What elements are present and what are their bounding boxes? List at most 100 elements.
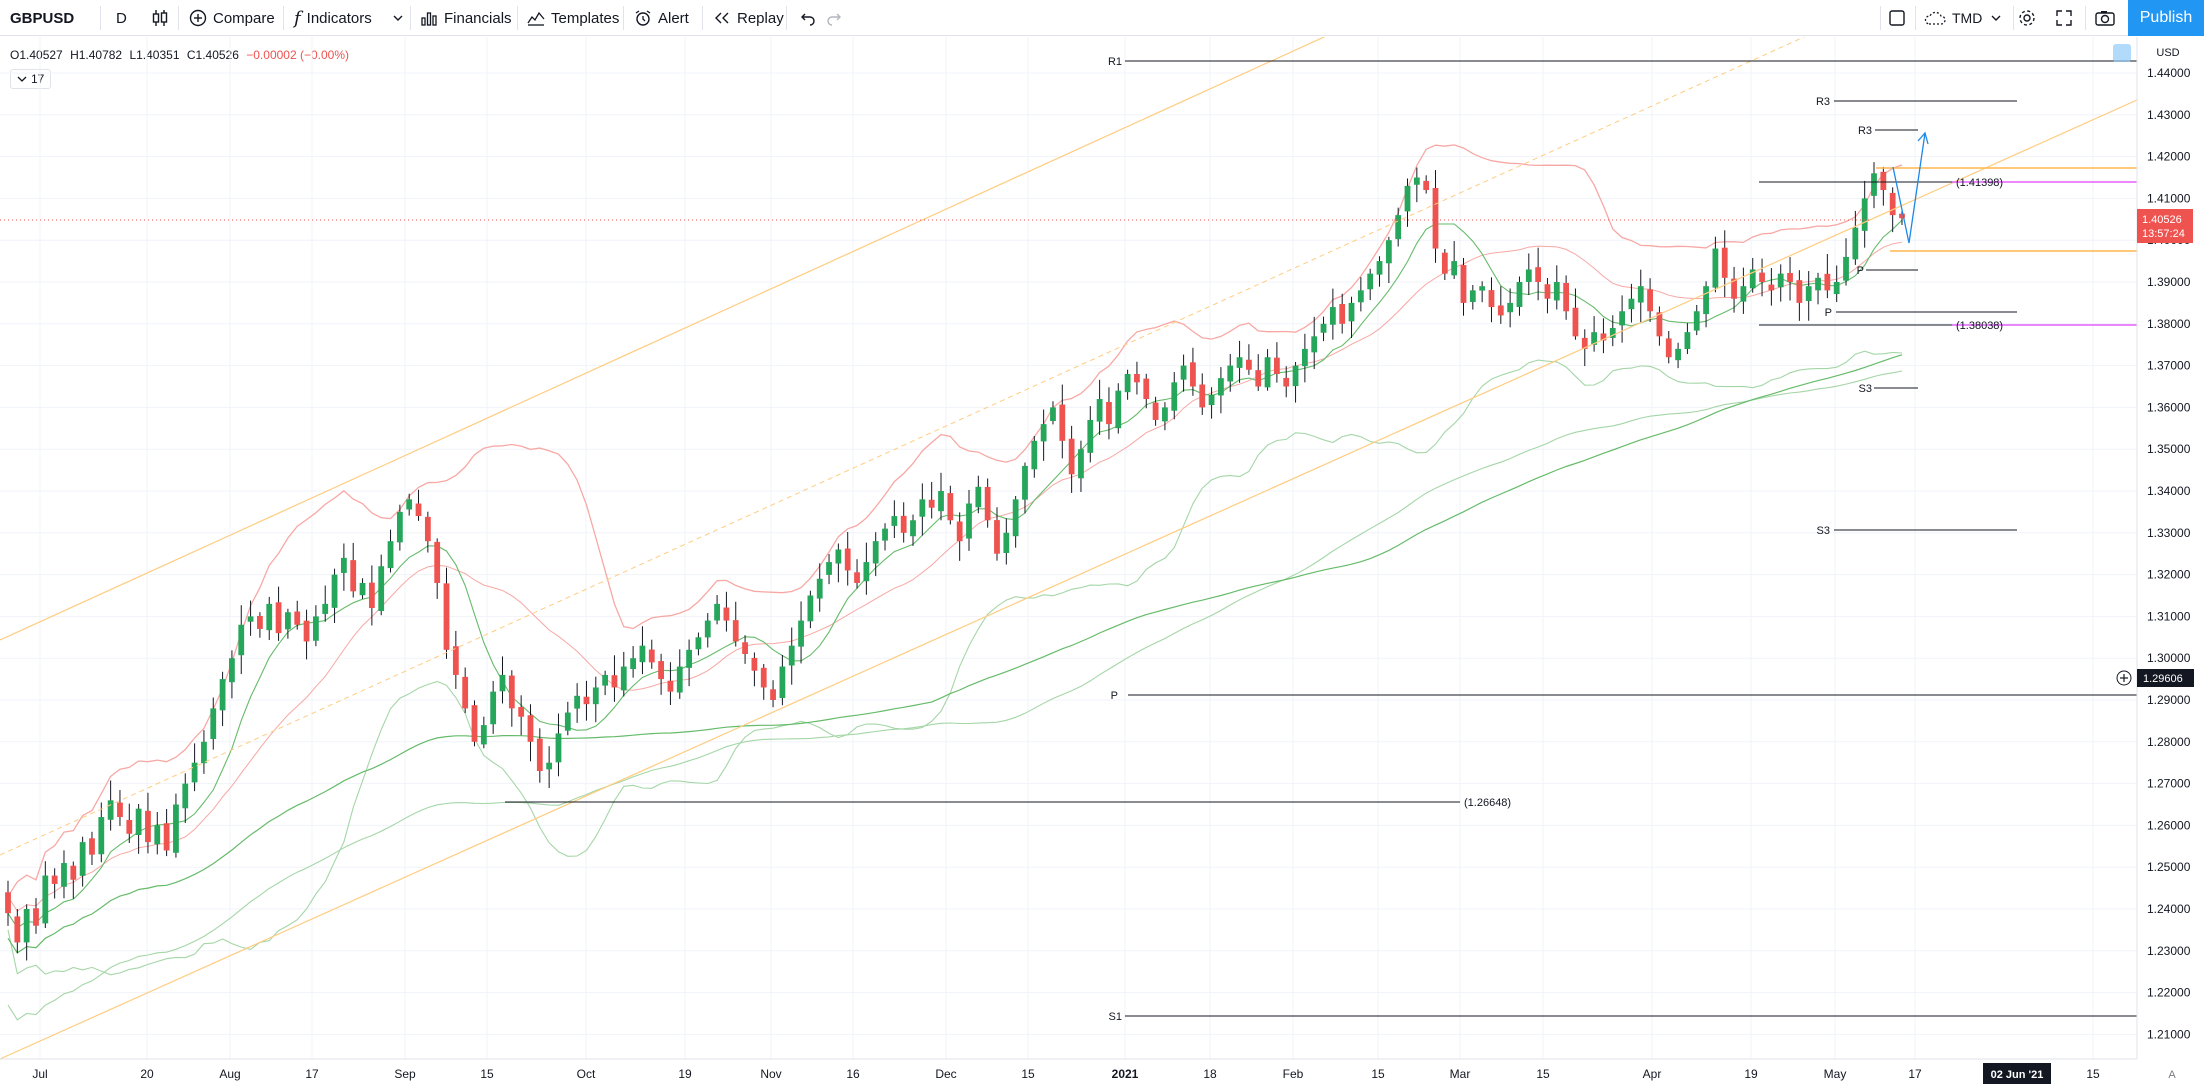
time-axis[interactable] (0, 1059, 2204, 1089)
candle-body (1367, 273, 1374, 290)
time-tick-label: Nov (760, 1067, 781, 1081)
candle-body (285, 612, 291, 630)
plus-circle-icon (189, 9, 207, 27)
candle-body (770, 689, 776, 700)
replay-label: Replay (737, 9, 784, 27)
time-tick-label: Dec (935, 1067, 956, 1081)
fullscreen-button[interactable] (2055, 0, 2073, 36)
candle-body (844, 548, 851, 571)
redo-button[interactable] (826, 0, 844, 36)
candle-body (630, 658, 637, 670)
price-tick-label: 1.42000 (2147, 150, 2191, 164)
candle-body (238, 624, 245, 656)
auto-button[interactable]: A (2168, 1069, 2176, 1081)
candle-body (574, 695, 581, 709)
candle-body (1880, 171, 1887, 191)
candle-body (434, 541, 441, 583)
candle-body (275, 602, 282, 634)
candle-body (1152, 402, 1159, 420)
bollinger-mid-line (7, 241, 1903, 912)
last-price-tag (2137, 209, 2193, 243)
candle-body (1721, 247, 1728, 278)
square-icon (1889, 10, 1905, 26)
interval-button[interactable]: D (116, 0, 127, 36)
candle-body (1740, 286, 1747, 302)
symbol-search-button[interactable]: GBPUSD (10, 0, 74, 36)
candle-body (1553, 282, 1560, 301)
time-tick-label: 17 (1908, 1067, 1922, 1081)
candle-body (910, 520, 916, 537)
candle-body (546, 762, 553, 770)
templates-button[interactable]: Templates (527, 0, 619, 36)
price-tick-label: 1.44000 (2147, 66, 2191, 80)
bar-chart-icon (421, 12, 437, 26)
candle-body (368, 582, 375, 609)
candle-body (1684, 332, 1691, 349)
financials-button[interactable]: Financials (420, 0, 512, 36)
auto-scale-icon[interactable] (2113, 44, 2131, 62)
chevron-down-icon (1991, 15, 2001, 21)
publish-button[interactable]: Publish (2128, 0, 2204, 36)
candle-body (1227, 365, 1234, 382)
candle-body (396, 511, 403, 543)
compare-button[interactable]: Compare (189, 0, 275, 36)
candle-body (1656, 312, 1663, 337)
candle-body (257, 615, 263, 629)
candle-body (42, 875, 49, 924)
candle-body (704, 620, 711, 638)
candle-body (1488, 290, 1495, 308)
candle-body (14, 916, 21, 943)
projection-path (1892, 132, 1926, 244)
date-tag-label: 02 Jun '21 (1991, 1069, 2044, 1081)
alert-button[interactable]: Alert (634, 0, 689, 36)
candle-body (975, 486, 982, 508)
candle-body (667, 680, 674, 692)
candle-body (1497, 305, 1504, 316)
candle-body (1003, 532, 1010, 553)
price-tick-label: 1.37000 (2147, 359, 2191, 373)
candle-body (1050, 407, 1056, 421)
candle-body (648, 649, 655, 663)
price-chart[interactable]: R1 P S1 R3 S3 R3 P P S3 (1.26648) (1.41398) (1.3803… (0, 37, 2204, 1089)
candle-body (714, 603, 720, 621)
indicators-dropdown-button[interactable] (392, 0, 404, 36)
time-tick-label: 15 (2086, 1067, 2100, 1081)
candle-body (1889, 192, 1896, 216)
candle-body (1199, 384, 1206, 408)
undo-button[interactable] (798, 0, 816, 36)
candle-body (639, 645, 646, 663)
candle-body (1087, 419, 1094, 453)
pivot-label: P (1111, 690, 1118, 702)
candle-body (742, 642, 748, 655)
indicators-toggle[interactable]: 17 (10, 69, 52, 89)
layout-button[interactable]: TMD (1924, 0, 1982, 36)
bollinger-upper-line (7, 144, 1903, 897)
snapshot-button[interactable] (2094, 0, 2116, 36)
candle-body (1134, 373, 1140, 383)
countdown-label: 13:57:24 (2142, 228, 2185, 240)
settings-button[interactable] (2017, 0, 2037, 36)
candle-body (947, 493, 954, 521)
drawing-annotations: R1 P S1 R3 S3 R3 P P S3 (1.26648) (1.41398) (1.3803… (0, 37, 2138, 1060)
fullscreen-select-button[interactable] (1888, 0, 1906, 36)
candle-body (1796, 280, 1803, 303)
price-tick-label: 1.27000 (2147, 777, 2191, 791)
candle-body (1787, 273, 1793, 282)
candle-body (33, 908, 39, 926)
candle-body (359, 582, 366, 596)
channel-upper-line (0, 37, 1326, 641)
replay-button[interactable]: Replay (713, 0, 784, 36)
ohlc-legend: O1.40527 H1.40782 L1.40351 C1.40526 −0.0… (10, 48, 353, 62)
undo-icon (801, 13, 815, 26)
candle-body (1404, 185, 1411, 212)
candle-body (1777, 273, 1784, 288)
indicators-button[interactable]: f Indicators (294, 0, 372, 36)
candle-body (676, 666, 683, 693)
time-tick-label: Aug (219, 1067, 240, 1081)
candle-body (1255, 370, 1262, 387)
candle-body (779, 666, 786, 699)
chart-type-button[interactable] (150, 0, 170, 36)
layout-dropdown-button[interactable] (1990, 0, 2002, 36)
candle-body (1581, 337, 1588, 349)
time-tick-label: 15 (1021, 1067, 1035, 1081)
